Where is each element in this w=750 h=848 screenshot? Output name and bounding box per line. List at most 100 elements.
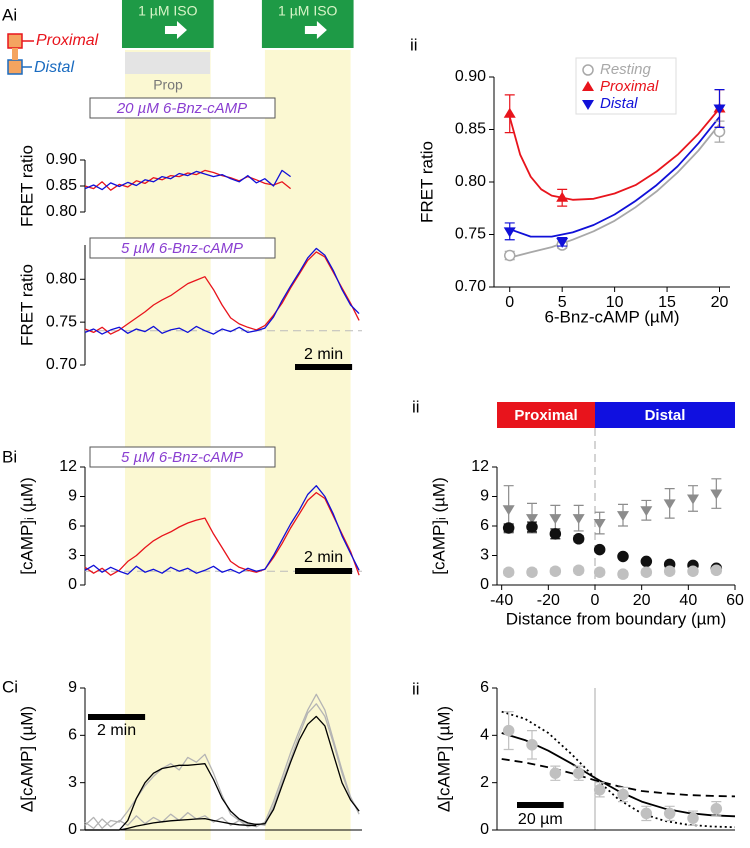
scale-bar: [517, 802, 564, 808]
trace: [85, 715, 360, 831]
x-tick-label: 0: [505, 294, 514, 311]
x-tick-label: -20: [537, 592, 560, 609]
legend-marker: [582, 100, 594, 110]
scale-bar-label: 2 min: [304, 549, 343, 566]
y-tick-label: 9: [68, 679, 77, 696]
y-axis-label: [cAMP]ᵢ (µM): [17, 477, 36, 574]
y-tick-label: 3: [68, 547, 77, 564]
scale-bar: [295, 364, 353, 370]
x-tick-label: 20: [633, 592, 651, 609]
trace: [84, 169, 291, 191]
point: [593, 543, 606, 556]
panel-label: Bi: [2, 447, 17, 466]
point: [713, 104, 726, 115]
point: [617, 511, 629, 522]
trace: [84, 703, 360, 830]
point: [526, 566, 538, 578]
trace: [84, 485, 360, 575]
point: [503, 249, 516, 262]
scale-bar: [295, 568, 353, 574]
y-tick-label: 0.85: [46, 177, 77, 194]
y-tick-label: 0.85: [455, 121, 486, 138]
region-bar: [497, 402, 595, 428]
scale-bar: [88, 714, 146, 720]
y-axis-label: FRET ratio: [17, 145, 36, 227]
panel-label: Ai: [2, 5, 17, 24]
y-tick-label: 0.75: [455, 226, 486, 243]
cell-icon: [12, 48, 18, 60]
y-tick-label: 9: [480, 488, 489, 505]
y-tick-label: 12: [471, 458, 489, 475]
background-layer: [121, 0, 354, 840]
point: [710, 802, 723, 815]
point: [503, 107, 516, 118]
point: [640, 566, 653, 578]
y-tick-label: 0: [68, 576, 77, 593]
legend-marker: [582, 64, 594, 76]
y-tick-label: 0.80: [46, 203, 77, 220]
y-axis-label: FRET ratio: [17, 264, 36, 346]
point: [687, 812, 699, 824]
iso-label: 1 µM ISO: [138, 3, 198, 19]
proximal-icon: [7, 33, 23, 49]
iso-band: [124, 50, 211, 840]
point: [572, 767, 585, 779]
y-tick-label: 0.70: [46, 356, 77, 373]
point: [502, 522, 515, 534]
y-tick-label: 0: [480, 576, 489, 593]
point: [549, 767, 562, 779]
point: [663, 499, 676, 510]
point: [572, 533, 585, 545]
y-tick-label: 0.75: [46, 313, 77, 330]
panel-label: ii: [412, 679, 420, 698]
x-tick-label: 0: [591, 592, 600, 609]
x-tick-label: 10: [606, 294, 624, 311]
panel-label: ii: [410, 35, 418, 54]
panel-label: Ci: [2, 677, 18, 696]
y-tick-label: 12: [59, 458, 77, 475]
iso-arrow: [304, 21, 327, 39]
point: [526, 739, 538, 751]
x-tick-label: 20: [711, 294, 729, 311]
x-tick-label: 5: [558, 294, 567, 311]
fit-line: [508, 107, 721, 201]
x-axis-label: 6-Bnz-cAMP (µM): [544, 307, 679, 326]
point: [572, 564, 585, 576]
fit-line: [501, 758, 736, 798]
y-axis-label: Δ[cAMP] (µM): [434, 706, 453, 812]
point: [687, 494, 699, 505]
y-tick-label: 4: [480, 727, 489, 744]
point: [593, 519, 606, 530]
point: [713, 125, 726, 138]
point: [617, 788, 629, 801]
panel-label: ii: [412, 397, 420, 416]
y-tick-label: 9: [68, 488, 77, 505]
iso-header: [261, 0, 354, 48]
scale-bar-label: 20 µm: [518, 811, 563, 828]
point: [617, 550, 629, 563]
y-tick-label: 0: [68, 821, 77, 838]
y-tick-label: 0.90: [46, 151, 77, 168]
y-tick-label: 6: [68, 517, 77, 534]
point: [502, 566, 515, 578]
trace: [85, 817, 257, 831]
region-label: Proximal: [514, 407, 577, 424]
prop-channel: [125, 52, 210, 74]
point: [593, 784, 606, 796]
distal-icon: [7, 59, 23, 75]
point: [640, 555, 653, 568]
condition-box: [89, 237, 276, 259]
scale-bar-label: 2 min: [304, 346, 343, 363]
trace: [84, 693, 360, 830]
condition-box: [89, 97, 276, 119]
trace: [84, 247, 360, 335]
y-tick-label: 2: [480, 774, 489, 791]
condition-label: 20 µM 6-Bnz-cAMP: [116, 100, 247, 117]
x-tick-label: 15: [658, 294, 676, 311]
point: [526, 521, 538, 533]
fit-line: [509, 123, 721, 259]
distal-label: Distal: [34, 59, 74, 76]
point: [640, 807, 653, 820]
region-bar: [595, 402, 735, 428]
